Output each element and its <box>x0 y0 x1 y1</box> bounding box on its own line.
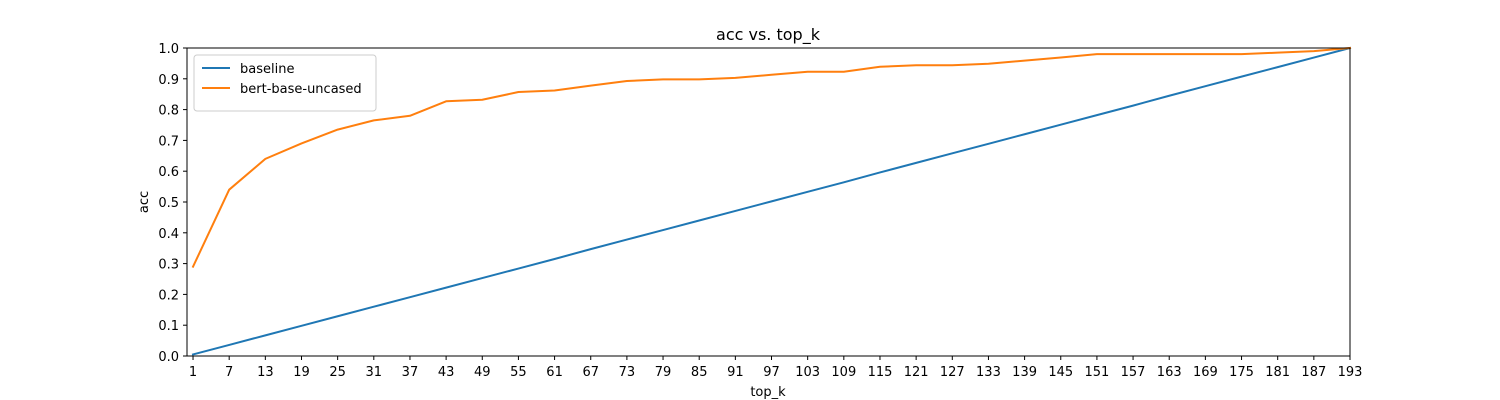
y-tick-label: 0.1 <box>158 319 179 334</box>
x-tick-label: 157 <box>1121 365 1146 380</box>
y-tick-label: 0.3 <box>158 258 179 273</box>
x-tick-label: 1 <box>189 365 197 380</box>
x-tick-label: 163 <box>1157 365 1182 380</box>
x-tick-label: 145 <box>1048 365 1073 380</box>
legend-entry-label: bert-base-uncased <box>240 82 362 97</box>
x-tick-label: 79 <box>655 365 672 380</box>
x-tick-label: 151 <box>1084 365 1109 380</box>
x-tick-label: 55 <box>510 365 527 380</box>
x-tick-label: 7 <box>225 365 233 380</box>
x-tick-label: 97 <box>763 365 780 380</box>
x-tick-label: 31 <box>366 365 383 380</box>
series-line-baseline <box>191 46 1352 356</box>
x-tick-label: 103 <box>795 365 820 380</box>
x-tick-label: 49 <box>474 365 491 380</box>
y-tick-label: 0.6 <box>158 165 179 180</box>
x-tick-label: 127 <box>940 365 965 380</box>
chart-title: acc vs. top_k <box>716 25 821 45</box>
x-tick-label: 61 <box>546 365 563 380</box>
y-tick-label: 1.0 <box>158 42 179 57</box>
y-axis-label: acc <box>137 191 152 213</box>
x-tick-label: 19 <box>293 365 310 380</box>
x-tick-label: 25 <box>329 365 346 380</box>
x-tick-label: 169 <box>1193 365 1218 380</box>
x-tick-label: 73 <box>619 365 636 380</box>
x-tick-label: 133 <box>976 365 1001 380</box>
y-tick-label: 0.7 <box>158 134 179 149</box>
x-axis-label: top_k <box>750 385 786 400</box>
x-tick-label: 13 <box>257 365 274 380</box>
x-tick-label: 91 <box>727 365 744 380</box>
x-tick-label: 115 <box>868 365 893 380</box>
x-tick-label: 67 <box>582 365 599 380</box>
y-tick-label: 0.9 <box>158 73 179 88</box>
legend-entry-label: baseline <box>240 62 294 77</box>
y-tick-label: 0.8 <box>158 104 179 119</box>
x-tick-label: 175 <box>1229 365 1254 380</box>
x-tick-label: 181 <box>1265 365 1290 380</box>
legend: baseline bert-base-uncased <box>193 54 377 112</box>
x-tick-label: 193 <box>1338 365 1363 380</box>
x-tick-label: 37 <box>402 365 419 380</box>
y-tick-label: 0.4 <box>158 227 179 242</box>
plot-area: 1 7 13 19 25 31 37 43 49 55 61 67 73 79 85 91 97 103 109 11… <box>158 42 1362 380</box>
x-tick-label: 85 <box>691 365 708 380</box>
x-tick-label: 121 <box>904 365 929 380</box>
series-line-bert-base-uncased <box>191 46 1352 269</box>
x-tick-label: 139 <box>1012 365 1037 380</box>
y-tick-label: 0.2 <box>158 288 179 303</box>
legend-box <box>193 54 377 112</box>
y-tick-label: 0.0 <box>158 350 179 365</box>
x-tick-label: 187 <box>1301 365 1326 380</box>
y-tick-label: 0.5 <box>158 196 179 211</box>
x-tick-label: 43 <box>438 365 455 380</box>
x-tick-label: 109 <box>831 365 856 380</box>
